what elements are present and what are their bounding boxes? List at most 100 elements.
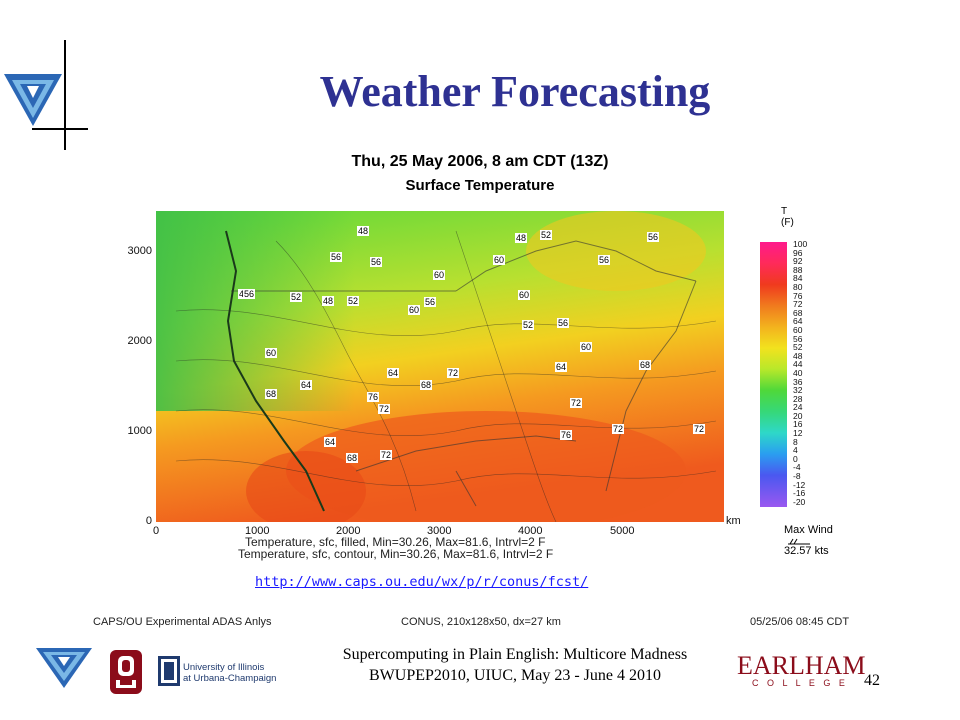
contour-label: 64 [300, 380, 313, 390]
contour-label: 72 [380, 450, 393, 460]
legend-value: -4 [793, 462, 801, 473]
contour-label: 48 [357, 226, 370, 236]
slide-title: Weather Forecasting [319, 67, 711, 116]
legend-value: 84 [793, 273, 803, 284]
x-tick-label: 1000 [245, 525, 270, 537]
legend-value: 52 [793, 342, 803, 353]
triangle-logo-icon [4, 74, 62, 126]
legend-value: -12 [793, 479, 806, 490]
legend-value: 72 [793, 299, 803, 310]
legend-title-line1: T [781, 206, 788, 217]
contour-label: 60 [265, 348, 278, 358]
contour-label: 60 [433, 270, 446, 280]
max-wind-value: 32.57 kts [784, 545, 829, 557]
x-unit-label: km [726, 515, 741, 527]
legend-value: 24 [793, 402, 803, 413]
corner-vertical-line [64, 40, 66, 150]
contour-label: 64 [555, 362, 568, 372]
map-date-header: Thu, 25 May 2006, 8 am CDT (13Z) [351, 153, 609, 170]
corner-horizontal-line [32, 128, 88, 130]
legend-value: 20 [793, 410, 803, 421]
contour-label: 72 [378, 404, 391, 414]
y-tick-label: 3000 [127, 245, 152, 257]
contour-label: 56 [370, 257, 383, 267]
x-tick-label: 0 [153, 525, 160, 537]
contour-label: 56 [598, 255, 611, 265]
footer-line1: Supercomputing in Plain English: Multico… [342, 646, 688, 663]
legend-value: 92 [793, 256, 803, 267]
legend-value: 36 [793, 376, 803, 387]
contour-label: 64 [324, 437, 337, 447]
legend-value: 48 [793, 350, 803, 361]
contour-label: 60 [493, 255, 506, 265]
contour-label: 68 [265, 389, 278, 399]
legend-value: 80 [793, 281, 803, 292]
contour-label: 72 [447, 368, 460, 378]
triangle-logo-icon [36, 648, 92, 688]
footer-line2: BWUPEP2010, UIUC, May 23 - June 4 2010 [369, 666, 661, 684]
legend-value: -8 [793, 471, 801, 482]
illinois-logo-icon [158, 656, 180, 686]
contour-label: 60 [408, 305, 421, 315]
legend-value: 8 [793, 436, 798, 447]
source-url-link[interactable]: http://www.caps.ou.edu/wx/p/r/conus/fcst… [255, 574, 589, 590]
x-tick-label: 5000 [610, 525, 635, 537]
contour-label: 48 [515, 233, 528, 243]
contour-label: 56 [330, 252, 343, 262]
legend-value: 100 [793, 239, 808, 249]
temperature-map [156, 211, 724, 522]
x-tick-label: 2000 [336, 525, 361, 537]
contour-label: 72 [693, 424, 706, 434]
contour-label: 56 [243, 289, 256, 299]
contour-label: 52 [347, 296, 360, 306]
illinois-name: University of Illinois at Urbana-Champai… [183, 662, 276, 684]
legend-value: 28 [793, 393, 803, 404]
ou-logo-icon [110, 650, 142, 694]
contour-label: 56 [647, 232, 660, 242]
contour-label: 52 [522, 320, 535, 330]
legend-colorbar [760, 242, 787, 507]
illinois-line2: at Urbana-Champaign [183, 673, 277, 684]
legend-value: 0 [793, 453, 798, 464]
contour-label: 76 [560, 430, 573, 440]
earlham-subtitle: C O L L E G E [752, 678, 848, 688]
y-tick-label: 0 [145, 515, 152, 527]
legend-value: 60 [793, 324, 803, 335]
map-grid-label: CONUS, 210x128x50, dx=27 km [401, 616, 561, 628]
legend-value: 64 [793, 316, 803, 327]
contour-label: 72 [570, 398, 583, 408]
legend-value: -20 [793, 496, 806, 507]
x-tick-label: 3000 [427, 525, 452, 537]
contour-label: 52 [290, 292, 303, 302]
x-tick-label: 4000 [518, 525, 543, 537]
legend-value: 44 [793, 359, 803, 370]
contour-label: 76 [367, 392, 380, 402]
earlham-wordmark: EARLHAM [737, 651, 866, 680]
legend-value: 4 [793, 445, 798, 456]
page-number: 42 [864, 672, 880, 689]
legend-value: 88 [793, 264, 803, 275]
legend-value: 68 [793, 307, 803, 318]
legend-value: 96 [793, 247, 803, 258]
max-wind-label: Max Wind [784, 524, 833, 536]
legend-title: T (F) [781, 206, 794, 228]
map-time-label: 05/25/06 08:45 CDT [750, 616, 850, 628]
slide-footer: Supercomputing in Plain English: Multico… [300, 645, 730, 687]
y-tick-label: 2000 [127, 335, 152, 347]
legend-value: 32 [793, 385, 803, 396]
map-source-label: CAPS/OU Experimental ADAS Anlys [93, 616, 272, 628]
y-tick-label: 1000 [127, 425, 152, 437]
legend-values: 100 96 92 88 84 80 76 72 68 64 60 56 52 48 44 40 36 32 28 2… [793, 240, 807, 506]
contour-label: 64 [387, 368, 400, 378]
legend-value: 12 [793, 428, 803, 439]
map-caption-contour: Temperature, sfc, contour, Min=30.26, Ma… [238, 547, 554, 561]
contour-label: 68 [420, 380, 433, 390]
legend-value: 56 [793, 333, 803, 344]
contour-label: 68 [639, 360, 652, 370]
legend-title-line2: (F) [781, 217, 794, 228]
legend-value: 16 [793, 419, 803, 430]
map-caption-filled: Temperature, sfc, filled, Min=30.26, Max… [245, 535, 546, 549]
legend-value: 40 [793, 367, 803, 378]
wind-barb-icon [788, 538, 810, 545]
contour-label: 56 [424, 297, 437, 307]
